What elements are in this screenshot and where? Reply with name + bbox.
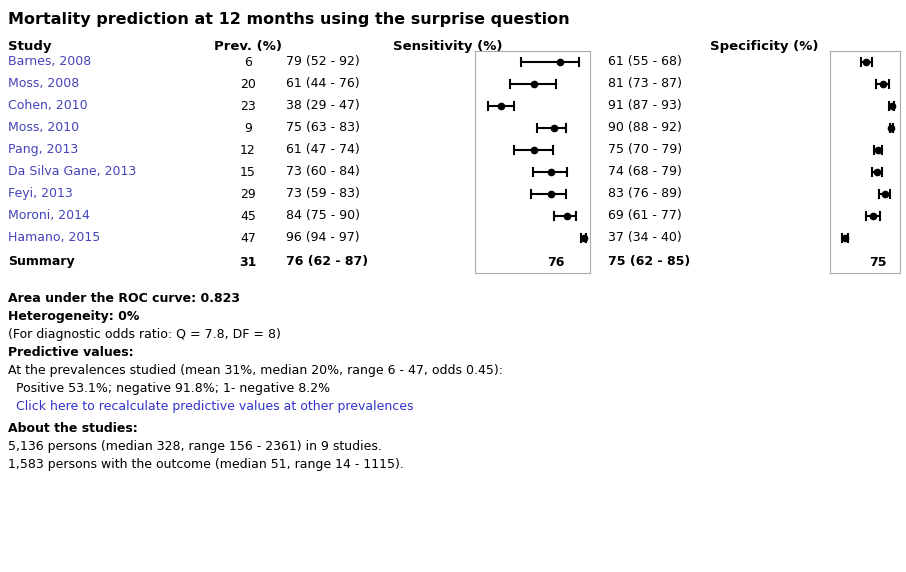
Text: 5,136 persons (median 328, range 156 - 2361) in 9 studies.: 5,136 persons (median 328, range 156 - 2…: [8, 440, 381, 453]
Text: 75: 75: [870, 256, 887, 268]
Text: 45: 45: [240, 209, 255, 223]
Text: Predictive values:: Predictive values:: [8, 346, 133, 359]
Text: 23: 23: [240, 100, 255, 113]
Text: Mortality prediction at 12 months using the surprise question: Mortality prediction at 12 months using …: [8, 12, 570, 27]
Text: Positive 53.1%; negative 91.8%; 1- negative 8.2%: Positive 53.1%; negative 91.8%; 1- negat…: [8, 382, 330, 395]
Text: (For diagnostic odds ratio: Q = 7.8, DF = 8): (For diagnostic odds ratio: Q = 7.8, DF …: [8, 328, 281, 341]
Text: Hamano, 2015: Hamano, 2015: [8, 232, 101, 244]
Text: Specificity (%): Specificity (%): [709, 40, 818, 53]
Text: 90 (88 - 92): 90 (88 - 92): [608, 121, 682, 134]
Text: 31: 31: [239, 256, 256, 268]
Text: 75 (70 - 79): 75 (70 - 79): [608, 144, 682, 157]
Text: 81 (73 - 87): 81 (73 - 87): [608, 77, 682, 90]
Text: 84 (75 - 90): 84 (75 - 90): [286, 209, 360, 223]
Text: 91 (87 - 93): 91 (87 - 93): [608, 100, 681, 113]
Text: 96 (94 - 97): 96 (94 - 97): [286, 232, 360, 244]
Text: 1,583 persons with the outcome (median 51, range 14 - 1115).: 1,583 persons with the outcome (median 5…: [8, 458, 404, 471]
Text: 73 (60 - 84): 73 (60 - 84): [286, 165, 360, 178]
Text: 9: 9: [244, 121, 252, 134]
Text: 29: 29: [240, 188, 255, 201]
Text: Heterogeneity: 0%: Heterogeneity: 0%: [8, 310, 140, 323]
Text: Barnes, 2008: Barnes, 2008: [8, 55, 92, 69]
Text: Prev. (%): Prev. (%): [214, 40, 282, 53]
Text: 61 (55 - 68): 61 (55 - 68): [608, 55, 682, 69]
Text: Da Silva Gane, 2013: Da Silva Gane, 2013: [8, 165, 136, 178]
Text: 75 (62 - 85): 75 (62 - 85): [608, 256, 690, 268]
Text: 83 (76 - 89): 83 (76 - 89): [608, 188, 682, 201]
Text: Click here to recalculate predictive values at other prevalences: Click here to recalculate predictive val…: [8, 400, 413, 413]
Text: 37 (34 - 40): 37 (34 - 40): [608, 232, 681, 244]
Text: 76: 76: [547, 256, 564, 268]
Text: 69 (61 - 77): 69 (61 - 77): [608, 209, 681, 223]
Text: 76 (62 - 87): 76 (62 - 87): [286, 256, 368, 268]
Text: 75 (63 - 83): 75 (63 - 83): [286, 121, 360, 134]
Text: Moss, 2008: Moss, 2008: [8, 77, 79, 90]
Text: Study: Study: [8, 40, 52, 53]
Text: 20: 20: [240, 77, 255, 90]
Text: 38 (29 - 47): 38 (29 - 47): [286, 100, 360, 113]
Text: Summary: Summary: [8, 256, 74, 268]
Text: Moss, 2010: Moss, 2010: [8, 121, 79, 134]
Text: 47: 47: [240, 232, 255, 244]
Text: At the prevalences studied (mean 31%, median 20%, range 6 - 47, odds 0.45):: At the prevalences studied (mean 31%, me…: [8, 364, 503, 377]
Text: 74 (68 - 79): 74 (68 - 79): [608, 165, 682, 178]
Text: Sensitivity (%): Sensitivity (%): [393, 40, 503, 53]
Text: 73 (59 - 83): 73 (59 - 83): [286, 188, 360, 201]
Text: 12: 12: [240, 144, 255, 157]
Text: Area under the ROC curve: 0.823: Area under the ROC curve: 0.823: [8, 292, 240, 305]
Text: 6: 6: [244, 55, 252, 69]
Text: 15: 15: [240, 165, 255, 178]
Text: Pang, 2013: Pang, 2013: [8, 144, 78, 157]
Text: Feyi, 2013: Feyi, 2013: [8, 188, 72, 201]
Text: About the studies:: About the studies:: [8, 422, 138, 435]
Text: 61 (47 - 74): 61 (47 - 74): [286, 144, 360, 157]
Text: 61 (44 - 76): 61 (44 - 76): [286, 77, 360, 90]
Text: Moroni, 2014: Moroni, 2014: [8, 209, 90, 223]
Text: 79 (52 - 92): 79 (52 - 92): [286, 55, 360, 69]
Text: Cohen, 2010: Cohen, 2010: [8, 100, 88, 113]
